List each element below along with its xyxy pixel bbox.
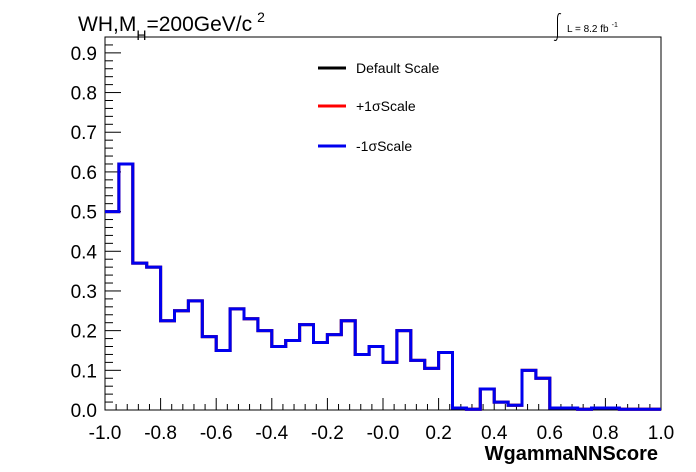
chart-title-subscript: H [136, 27, 146, 43]
chart-title-rest: =200GeV/c [146, 13, 252, 36]
legend: Default Scale +1σScale -1σScale [318, 60, 439, 154]
y-tick-label: 0.1 [71, 361, 97, 382]
x-tick-label: 0.6 [537, 423, 563, 444]
luminosity-exponent: -1 [612, 22, 618, 29]
x-tick-label: 0.4 [481, 423, 508, 444]
y-tick-label: 0.8 [71, 84, 97, 105]
legend-label-plus-1-sigma: +1σScale [356, 98, 416, 114]
x-tick-label: 0.2 [425, 423, 451, 444]
legend-label-minus-1-sigma: -1σScale [356, 138, 412, 154]
y-tick-label: 0.5 [71, 203, 97, 224]
chart-title-superscript: 2 [257, 9, 265, 25]
y-tick-label: 0.3 [71, 282, 97, 303]
y-axis: 0.0 0.1 0.2 0.3 0.4 0.5 0.6 0.7 0.8 0.9 [71, 36, 121, 422]
luminosity-value: L = 8.2 fb [567, 24, 609, 35]
series-layer [105, 162, 661, 411]
x-tick-label: -0.6 [200, 423, 233, 444]
x-tick-label: -0.2 [311, 423, 344, 444]
y-tick-label: 0.0 [71, 401, 97, 422]
chart-title-main: WH,M [78, 13, 136, 36]
integral-sign-icon [553, 13, 562, 41]
x-tick-label: -0.8 [144, 423, 177, 444]
x-axis-title: WgammaNNScore [485, 443, 658, 465]
legend-label-default-scale: Default Scale [356, 60, 439, 76]
x-tick-label: 0.8 [592, 423, 618, 444]
x-axis: -1.0 -0.8 -0.6 -0.4 -0.2 -0.0 0.2 0.4 0.6 0.8 1.0 [89, 398, 674, 444]
x-tick-label: -0.4 [255, 423, 288, 444]
y-tick-label: 0.6 [71, 163, 97, 184]
y-tick-label: 0.4 [71, 242, 98, 263]
y-tick-label: 0.2 [71, 322, 97, 343]
x-tick-label: 1.0 [648, 423, 674, 444]
x-tick-label: -1.0 [89, 423, 122, 444]
series-line-minus-1-sigma [105, 162, 661, 411]
chart-title: WH,MH=200GeV/c 2 [78, 9, 265, 43]
y-tick-label: 0.7 [71, 123, 97, 144]
luminosity-label: L = 8.2 fb -1 [567, 22, 618, 35]
y-tick-label: 0.9 [71, 44, 97, 65]
x-tick-label: -0.0 [367, 423, 400, 444]
